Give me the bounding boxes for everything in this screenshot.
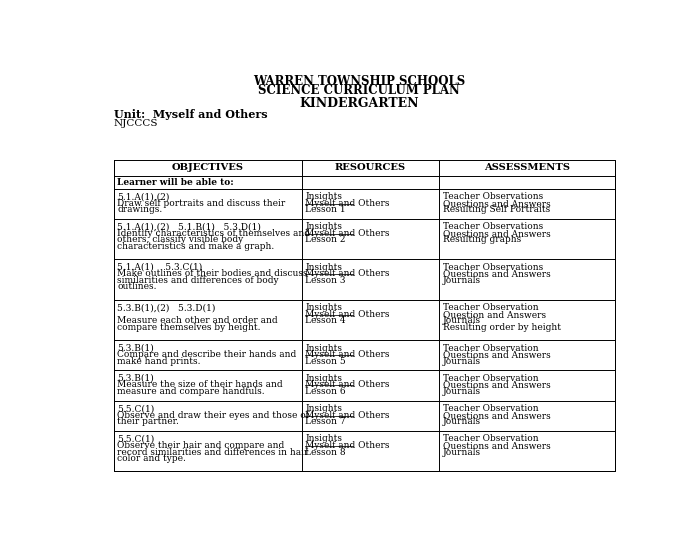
Text: Observe their hair and compare and: Observe their hair and compare and <box>118 441 285 450</box>
Text: make hand prints.: make hand prints. <box>118 356 201 366</box>
Text: Observe and draw their eyes and those of: Observe and draw their eyes and those of <box>118 410 309 420</box>
Text: Questions and Answers: Questions and Answers <box>443 441 551 450</box>
Text: Resulting Self Portraits: Resulting Self Portraits <box>443 205 550 214</box>
Text: 5.5.C(1): 5.5.C(1) <box>118 434 155 443</box>
Text: Journals: Journals <box>443 356 482 366</box>
Text: Insights: Insights <box>305 192 342 201</box>
Text: Lesson 7: Lesson 7 <box>305 417 346 426</box>
Text: Insights: Insights <box>305 404 342 413</box>
Text: 5.1.A(1),(2)   5.1.B(1)   5.3.D(1): 5.1.A(1),(2) 5.1.B(1) 5.3.D(1) <box>118 222 261 231</box>
Text: 5.1.A(1)    5.3.C(1): 5.1.A(1) 5.3.C(1) <box>118 263 202 272</box>
Text: Myself and Others: Myself and Others <box>305 309 390 319</box>
Text: Unit:  Myself and Others: Unit: Myself and Others <box>113 109 267 120</box>
Text: Myself and Others: Myself and Others <box>305 350 390 359</box>
Text: NJCCCS: NJCCCS <box>113 119 158 129</box>
Text: Teacher Observation: Teacher Observation <box>443 374 539 383</box>
Text: their partner.: their partner. <box>118 417 179 426</box>
Text: ASSESSMENTS: ASSESSMENTS <box>484 164 570 172</box>
Text: OBJECTIVES: OBJECTIVES <box>172 164 244 172</box>
Text: Teacher Observations: Teacher Observations <box>443 192 543 201</box>
Text: Myself and Others: Myself and Others <box>305 199 390 207</box>
Text: Teacher Observation: Teacher Observation <box>443 434 539 443</box>
Text: Questions and Answers: Questions and Answers <box>443 229 551 238</box>
Text: Journals: Journals <box>443 387 482 396</box>
Text: Journals: Journals <box>443 316 482 325</box>
Text: color and type.: color and type. <box>118 454 186 463</box>
Text: measure and compare handfuls.: measure and compare handfuls. <box>118 387 265 396</box>
Text: Insights: Insights <box>305 222 342 231</box>
Text: Journals: Journals <box>443 417 482 426</box>
Text: Myself and Others: Myself and Others <box>305 269 390 278</box>
Text: Journals: Journals <box>443 448 482 456</box>
Text: Lesson 1: Lesson 1 <box>305 205 346 214</box>
Text: Lesson 5: Lesson 5 <box>305 356 346 366</box>
Text: Questions and Answers: Questions and Answers <box>443 199 551 207</box>
Text: Insights: Insights <box>305 343 342 353</box>
Text: Draw self portraits and discuss their: Draw self portraits and discuss their <box>118 199 286 207</box>
Text: Insights: Insights <box>305 434 342 443</box>
Text: Resulting order by height: Resulting order by height <box>443 323 561 332</box>
Text: Lesson 2: Lesson 2 <box>305 235 346 245</box>
Text: 5.3.B(1): 5.3.B(1) <box>118 374 154 383</box>
Text: 5.3.B(1),(2)   5.3.D(1): 5.3.B(1),(2) 5.3.D(1) <box>118 303 216 312</box>
Text: Myself and Others: Myself and Others <box>305 380 390 389</box>
Text: Questions and Answers: Questions and Answers <box>443 350 551 359</box>
Text: record similarities and differences in hair: record similarities and differences in h… <box>118 448 309 456</box>
Text: Insights: Insights <box>305 263 342 272</box>
Text: Teacher Observation: Teacher Observation <box>443 404 539 413</box>
Text: Lesson 6: Lesson 6 <box>305 387 346 396</box>
Text: drawings.: drawings. <box>118 205 162 214</box>
Text: Myself and Others: Myself and Others <box>305 229 390 238</box>
Text: Myself and Others: Myself and Others <box>305 441 390 450</box>
Text: 5.5.C(1): 5.5.C(1) <box>118 404 155 413</box>
Text: compare themselves by height.: compare themselves by height. <box>118 323 261 332</box>
Text: Learner will be able to:: Learner will be able to: <box>117 178 234 187</box>
Text: 5.1.A(1),(2): 5.1.A(1),(2) <box>118 192 169 201</box>
Text: Measure each other and order and: Measure each other and order and <box>118 316 278 325</box>
Text: Teacher Observation: Teacher Observation <box>443 303 539 312</box>
Text: WARREN TOWNSHIP SCHOOLS: WARREN TOWNSHIP SCHOOLS <box>253 75 465 88</box>
Text: Insights: Insights <box>305 374 342 383</box>
Text: outlines.: outlines. <box>118 282 157 292</box>
Text: others, classify visible body: others, classify visible body <box>118 235 244 245</box>
Text: Insights: Insights <box>305 303 342 312</box>
Text: Myself and Others: Myself and Others <box>305 410 390 420</box>
Text: Compare and describe their hands and: Compare and describe their hands and <box>118 350 297 359</box>
Text: characteristics and make a graph.: characteristics and make a graph. <box>118 242 274 251</box>
Text: KINDERGARTEN: KINDERGARTEN <box>299 97 419 110</box>
Text: Journals: Journals <box>443 276 482 285</box>
Text: similarities and differences of body: similarities and differences of body <box>118 276 279 285</box>
Text: Questions and Answers: Questions and Answers <box>443 410 551 420</box>
Text: Teacher Observations: Teacher Observations <box>443 263 543 272</box>
Text: Lesson 8: Lesson 8 <box>305 448 346 456</box>
Text: Questions and Answers: Questions and Answers <box>443 380 551 389</box>
Text: Resulting graphs: Resulting graphs <box>443 235 522 245</box>
Text: Lesson 4: Lesson 4 <box>305 316 346 325</box>
Text: Teacher Observations: Teacher Observations <box>443 222 543 231</box>
Text: Questions and Answers: Questions and Answers <box>443 269 551 278</box>
Text: Lesson 3: Lesson 3 <box>305 276 346 285</box>
Text: Make outlines of their bodies and discuss: Make outlines of their bodies and discus… <box>118 269 308 278</box>
Text: RESOURCES: RESOURCES <box>335 164 406 172</box>
Text: Question and Answers: Question and Answers <box>443 309 546 319</box>
Text: SCIENCE CURRICULUM PLAN: SCIENCE CURRICULUM PLAN <box>258 84 460 97</box>
Text: Identify characteristics of themselves and: Identify characteristics of themselves a… <box>118 229 310 238</box>
Text: Teacher Observation: Teacher Observation <box>443 343 539 353</box>
Text: Measure the size of their hands and: Measure the size of their hands and <box>118 380 283 389</box>
Text: 5.3.B(1): 5.3.B(1) <box>118 343 154 353</box>
